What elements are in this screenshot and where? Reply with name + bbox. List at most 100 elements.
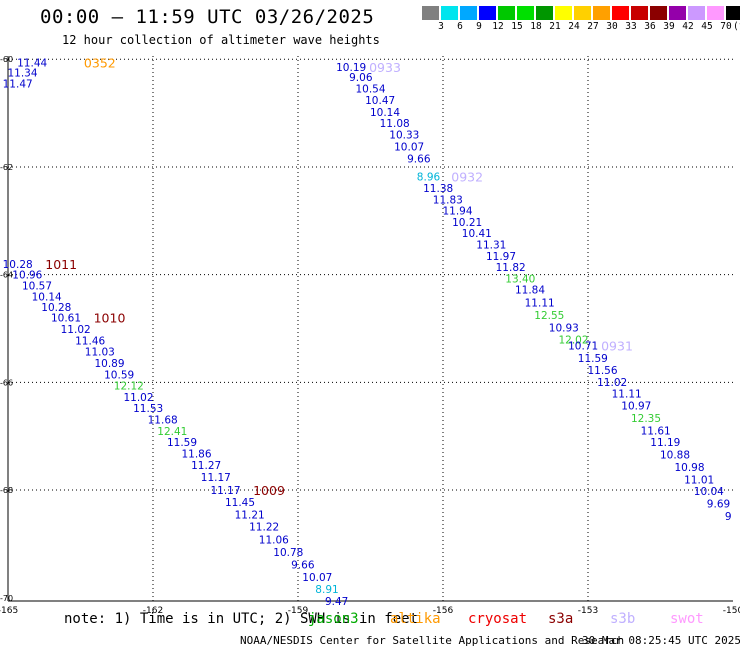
swh-data-label: 11.06	[259, 535, 289, 547]
scale-label: 30	[606, 21, 618, 32]
swh-data-label: 10.28	[3, 259, 33, 271]
swh-data-label: 11.01	[684, 474, 714, 486]
scale-swatch	[517, 6, 534, 20]
legend-note: note: 1) Time is in UTC; 2) SWH is in fe…	[64, 611, 419, 627]
y-tick-label: -64	[0, 271, 13, 280]
swh-data-label: 11.53	[133, 403, 163, 415]
y-tick-label: -70	[0, 594, 13, 603]
scale-label: 18	[530, 21, 542, 32]
footer-credit: NOAA/NESDIS Center for Satellite Applica…	[240, 634, 625, 647]
mission-cryosat: cryosat	[468, 611, 528, 627]
scale-label: 12	[492, 21, 504, 32]
pass-label: 0932	[451, 170, 483, 185]
swh-data-label: 10.47	[365, 95, 395, 107]
swh-data-label: 11.27	[191, 460, 221, 472]
x-tick-label: -165	[0, 606, 18, 616]
swh-data-label: 10.54	[355, 83, 385, 95]
x-tick-label: -153	[578, 606, 598, 616]
swh-data-label: 9.69	[707, 499, 730, 511]
scale-swatch	[593, 6, 610, 20]
swh-data-label: 9.66	[407, 153, 431, 165]
swh-data-label: 10.21	[452, 217, 482, 229]
swh-data-label: 11.94	[442, 206, 472, 218]
swh-data-label: 10.97	[621, 401, 651, 413]
scale-label: 9	[476, 21, 482, 32]
scale-label: 45	[701, 21, 713, 32]
scale-swatch	[650, 6, 667, 20]
swh-data-label: 10.96	[12, 270, 42, 282]
swh-data-label: 11.17	[210, 485, 240, 497]
chart-subtitle: 12 hour collection of altimeter wave hei…	[62, 33, 380, 47]
swh-data-label: 10.93	[549, 322, 579, 334]
swh-data-label: 13.40	[505, 273, 535, 285]
swh-data-label: 10.14	[370, 107, 400, 119]
swh-data-label: 10.89	[94, 358, 124, 370]
swh-data-label: 12.41	[157, 426, 187, 438]
scale-label: 15	[511, 21, 523, 32]
swh-data-label: 11.34	[7, 68, 37, 80]
swh-data-label: 12.35	[631, 413, 661, 425]
swh-data-label: 11.11	[525, 298, 555, 310]
swh-data-label: 10.07	[394, 141, 424, 153]
scale-swatch	[726, 6, 740, 20]
scale-swatch	[460, 6, 477, 20]
swh-data-label: 11.61	[641, 425, 671, 437]
scale-label: 33	[625, 21, 637, 32]
swh-data-label: 9.47	[325, 596, 348, 608]
scale-swatch	[707, 6, 724, 20]
swh-data-label: 11.97	[486, 251, 516, 263]
mission-swot: swot	[670, 611, 704, 627]
footer-timestamp: 30 Mar 08:25:45 UTC 2025	[582, 634, 740, 647]
pass-label: 0352	[84, 55, 116, 70]
pass-label: 0933	[369, 60, 401, 75]
scale-swatch	[498, 6, 515, 20]
y-tick-label: -60	[0, 55, 13, 64]
swh-data-label: 10.88	[660, 450, 690, 462]
swh-data-label: 11.38	[423, 183, 453, 195]
scale-swatch	[536, 6, 553, 20]
swh-data-label: 11.02	[597, 377, 627, 389]
swh-data-label: 11.47	[3, 78, 33, 90]
pass-label: 1011	[45, 257, 77, 272]
swh-data-label: 11.21	[235, 509, 265, 521]
swh-data-label: 10.61	[51, 313, 81, 325]
pass-label: 1009	[253, 483, 285, 498]
mission-s3b: s3b	[610, 611, 636, 627]
swh-data-label: 11.45	[225, 497, 255, 509]
legend-note-row: note: 1) Time is in UTC; 2) SWH is in fe…	[64, 611, 418, 627]
swh-data-label: 10.19	[336, 62, 366, 74]
swh-data-label: 12.02	[558, 334, 588, 346]
mission-s3a: s3a	[548, 611, 574, 627]
scale-swatch	[631, 6, 648, 20]
x-tick-label: -156	[433, 606, 454, 616]
swh-data-label: 11.17	[201, 472, 231, 484]
swh-data-label: 12.55	[534, 310, 564, 322]
pass-label: 1010	[94, 311, 126, 326]
scale-swatch	[479, 6, 496, 20]
swh-data-label: 11.11	[612, 389, 642, 401]
scale-swatch	[612, 6, 629, 20]
swh-data-label: 10.04	[694, 486, 724, 498]
x-tick-label: -159	[288, 606, 309, 616]
pass-label: 0931	[601, 339, 633, 354]
scale-unit: (ft)	[733, 21, 740, 32]
swh-data-label: 11.31	[476, 239, 506, 251]
swh-data-label: 11.22	[249, 522, 279, 534]
scale-label: 39	[663, 21, 675, 32]
mission-altika: altika	[390, 611, 441, 627]
scale-swatch	[574, 6, 591, 20]
swh-data-label: 10.78	[273, 547, 303, 559]
swh-data-label: 10.98	[674, 462, 704, 474]
swh-data-label: 9	[725, 511, 732, 523]
swh-data-label: 10.07	[302, 572, 332, 584]
scale-label: 24	[568, 21, 580, 32]
scale-label: 27	[587, 21, 599, 32]
swh-data-label: 11.82	[496, 262, 526, 274]
swh-data-label: 10.41	[462, 228, 492, 240]
swh-data-label: 11.84	[515, 285, 545, 297]
scale-label: 36	[644, 21, 656, 32]
scale-swatch	[688, 6, 705, 20]
x-tick-label: -150	[723, 606, 740, 616]
swh-data-label: 11.19	[650, 437, 680, 449]
